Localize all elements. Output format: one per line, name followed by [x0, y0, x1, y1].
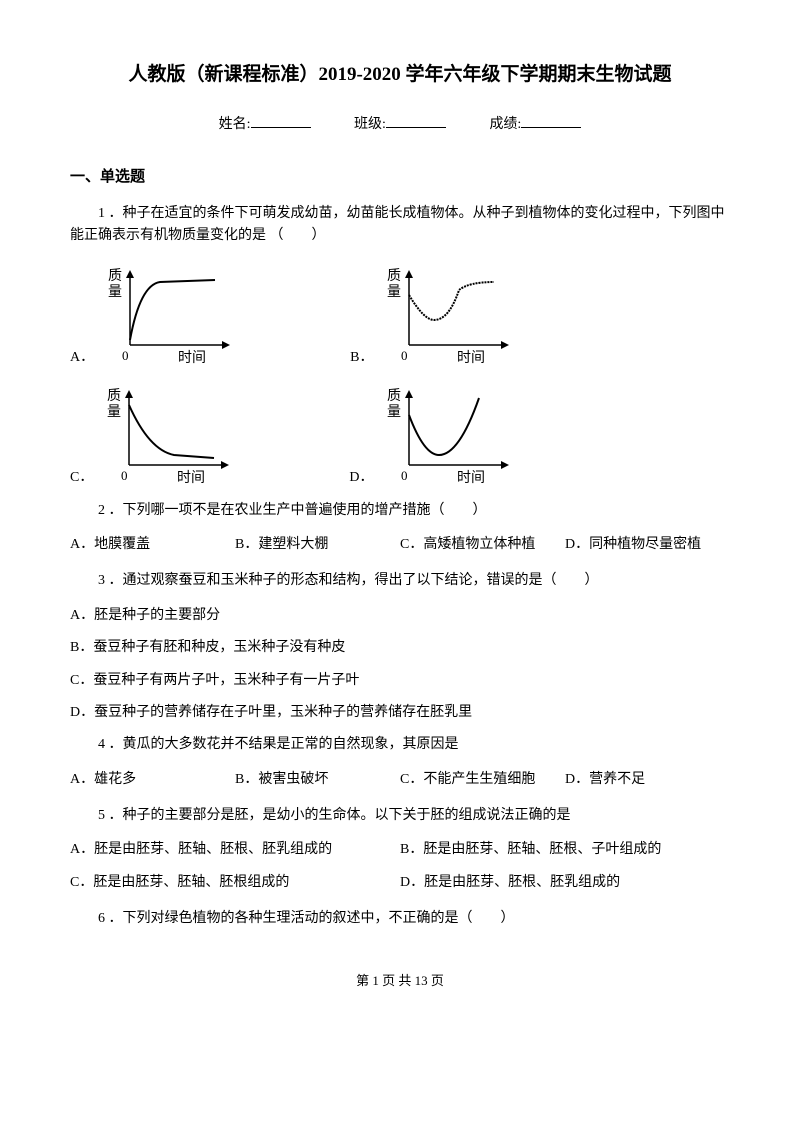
q3-opt-b: B．蚕豆种子有胚和种皮，玉米种子没有种皮: [70, 637, 730, 659]
q5-opt-d: D．胚是由胚芽、胚根、胚乳组成的: [400, 872, 730, 894]
question-2: 2 ．下列哪一项不是在农业生产中普遍使用的增产措施（ ）: [70, 500, 730, 522]
question-4: 4 ．黄瓜的大多数花并不结果是正常的自然现象，其原因是: [70, 734, 730, 756]
question-5: 5 ．种子的主要部分是胚，是幼小的生命体。以下关于胚的组成说法正确的是: [70, 805, 730, 827]
footer-suffix: 页: [428, 973, 444, 988]
svg-text:时间: 时间: [178, 350, 206, 366]
q2-opt-d: D．同种植物尽量密植: [565, 534, 730, 556]
section-1-title: 一、单选题: [70, 165, 730, 189]
svg-text:量: 量: [107, 404, 121, 420]
name-label: 姓名:: [219, 117, 251, 132]
q5-opt-a: A．胚是由胚芽、胚轴、胚根、胚乳组成的: [70, 839, 400, 861]
page-title: 人教版（新课程标准）2019-2020 学年六年级下学期期末生物试题: [70, 60, 730, 90]
class-blank: [386, 127, 446, 128]
svg-text:质: 质: [107, 388, 121, 404]
chart-d: 质 量 0 时间: [379, 380, 519, 490]
q2-opt-c: C．高矮植物立体种植: [400, 534, 565, 556]
chart-b: 质 量 0 时间: [379, 260, 519, 370]
q2-options: A．地膜覆盖 B．建塑料大棚 C．高矮植物立体种植 D．同种植物尽量密植: [70, 534, 730, 556]
question-1: 1 ．种子在适宜的条件下可萌发成幼苗，幼苗能长成植物体。从种子到植物体的变化过程…: [70, 203, 730, 248]
q2-opt-b: B．建塑料大棚: [235, 534, 400, 556]
score-blank: [521, 127, 581, 128]
question-6: 6 ．下列对绿色植物的各种生理活动的叙述中，不正确的是（ ）: [70, 908, 730, 930]
q4-opt-c: C．不能产生生殖细胞: [400, 769, 565, 791]
q1-option-b-label: B．: [350, 347, 373, 369]
q4-opt-d: D．营养不足: [565, 769, 730, 791]
question-3: 3 ．通过观察蚕豆和玉米种子的形态和结构，得出了以下结论，错误的是（ ）: [70, 570, 730, 592]
q1-option-c-label: C．: [70, 467, 93, 489]
svg-text:质: 质: [387, 388, 401, 404]
q1-option-a-label: A．: [70, 347, 94, 369]
info-row: 姓名: 班级: 成绩:: [70, 114, 730, 136]
svg-text:时间: 时间: [457, 470, 485, 486]
chart-c: 质 量 0 时间: [99, 380, 239, 490]
q2-opt-a: A．地膜覆盖: [70, 534, 235, 556]
chart-a: 质 量 0 时间: [100, 260, 240, 370]
svg-text:质: 质: [108, 268, 122, 284]
svg-text:质: 质: [387, 268, 401, 284]
score-label: 成绩:: [489, 117, 521, 132]
svg-text:0: 0: [401, 348, 408, 363]
class-label: 班级:: [354, 117, 386, 132]
q5-opt-b: B．胚是由胚芽、胚轴、胚根、子叶组成的: [400, 839, 730, 861]
svg-text:时间: 时间: [177, 470, 205, 486]
footer-prefix: 第: [356, 973, 372, 988]
footer-total: 13: [415, 973, 428, 988]
q4-opt-a: A．雄花多: [70, 769, 235, 791]
q4-options: A．雄花多 B．被害虫破坏 C．不能产生生殖细胞 D．营养不足: [70, 769, 730, 791]
q5-opt-c: C．胚是由胚芽、胚轴、胚根组成的: [70, 872, 400, 894]
svg-text:0: 0: [401, 468, 408, 483]
page-footer: 第 1 页 共 13 页: [70, 971, 730, 992]
q3-opt-d: D．蚕豆种子的营养储存在子叶里，玉米种子的营养储存在胚乳里: [70, 702, 730, 724]
q1-option-d-label: D．: [349, 467, 373, 489]
q3-opt-a: A．胚是种子的主要部分: [70, 605, 730, 627]
q3-opt-c: C．蚕豆种子有两片子叶，玉米种子有一片子叶: [70, 670, 730, 692]
svg-text:量: 量: [387, 284, 401, 300]
footer-mid: 页 共: [379, 973, 415, 988]
name-blank: [251, 127, 311, 128]
svg-text:量: 量: [108, 284, 122, 300]
svg-text:时间: 时间: [457, 350, 485, 366]
svg-text:量: 量: [387, 404, 401, 420]
svg-text:0: 0: [121, 468, 128, 483]
svg-text:0: 0: [122, 348, 129, 363]
q4-opt-b: B．被害虫破坏: [235, 769, 400, 791]
